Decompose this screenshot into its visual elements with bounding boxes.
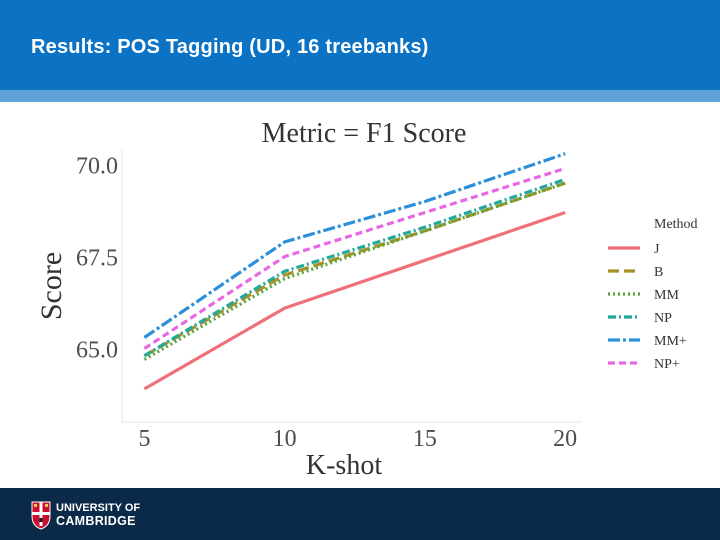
y-tick-label: 70.0 <box>76 154 118 180</box>
logo-line-1: UNIVERSITY OF <box>56 502 141 514</box>
slide-footer <box>0 488 720 540</box>
legend-label: NP <box>654 311 672 326</box>
x-tick-label: 10 <box>273 426 297 452</box>
legend-label: MM+ <box>654 334 687 349</box>
legend-label: MM <box>654 288 679 303</box>
series-line-mm <box>143 181 566 361</box>
x-axis-label: K-shot <box>306 450 382 481</box>
chart-title: Metric = F1 Score <box>262 118 467 149</box>
legend-label: B <box>654 265 663 280</box>
university-logo-text: UNIVERSITY OF CAMBRIDGE <box>56 502 140 528</box>
legend-label: J <box>654 242 660 257</box>
x-tick-label: 15 <box>413 426 437 452</box>
y-axis-label: Score <box>35 252 68 320</box>
x-tick-label: 5 <box>138 426 150 452</box>
series-line-j <box>143 210 566 391</box>
slide-header <box>0 0 720 90</box>
cambridge-crest-icon <box>31 501 51 530</box>
series-line-np-plus <box>143 166 566 350</box>
series-line-mm-plus <box>143 152 566 339</box>
legend-label: NP+ <box>654 357 680 372</box>
y-tick-label: 65.0 <box>76 337 118 363</box>
line-chart: Metric = F1 Score 65.0 67.5 70.0 5 10 15 20 K-sh… <box>35 118 698 481</box>
logo-line-2: CAMBRIDGE <box>56 514 136 528</box>
header-accent-strip <box>0 90 720 102</box>
y-tick-label: 67.5 <box>76 246 118 272</box>
series-line-np <box>143 177 566 358</box>
slide-title: Results: POS Tagging (UD, 16 treebanks) <box>31 36 429 58</box>
legend-title: Method <box>654 217 698 232</box>
x-tick-label: 20 <box>553 426 577 452</box>
